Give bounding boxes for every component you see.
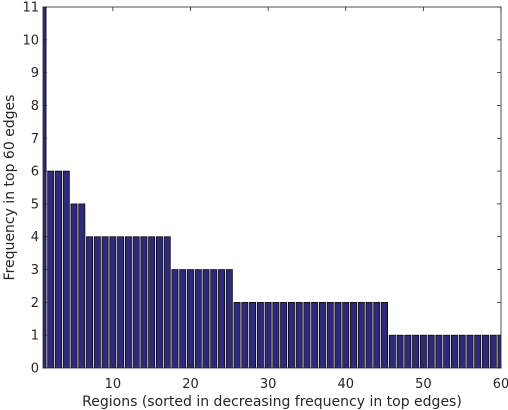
- bar-33: [287, 302, 295, 368]
- bar-12: [124, 236, 132, 368]
- bar-13: [132, 236, 140, 368]
- ticks-group: 0 1 2 3 4 5 6 7 8 9 10 11 10 20 30 40 50 60: [22, 1, 508, 393]
- y-tick-label: 11: [22, 1, 39, 16]
- y-tick-label: 8: [31, 99, 39, 114]
- y-tick-label: 0: [31, 362, 39, 377]
- x-tick-label: 40: [337, 377, 354, 392]
- y-tick-label: 5: [31, 197, 39, 212]
- y-tick-label: 9: [31, 66, 39, 81]
- bar-36: [311, 302, 319, 368]
- x-tick-label: 30: [260, 377, 277, 392]
- bar-47: [396, 334, 404, 368]
- bar-31: [272, 302, 280, 368]
- bar-4: [62, 170, 70, 368]
- x-tick-label: 50: [415, 377, 432, 392]
- bar-38: [326, 302, 334, 368]
- bar-14: [140, 236, 148, 368]
- bar-58: [482, 334, 489, 368]
- bar-5: [70, 203, 78, 368]
- bar-7: [86, 236, 94, 368]
- bar-21: [194, 269, 202, 368]
- bar-28: [249, 302, 257, 368]
- bar-44: [373, 302, 381, 368]
- bar-20: [187, 269, 194, 368]
- bar-8: [93, 236, 101, 368]
- bar-2: [47, 170, 55, 368]
- bar-25: [225, 269, 233, 368]
- x-axis-label: Regions (sorted in decreasing frequency …: [82, 394, 462, 410]
- y-axis-label: Frequency in top 60 edges: [2, 95, 18, 281]
- x-tick-label: 10: [105, 377, 122, 392]
- y-tick-label: 1: [31, 329, 39, 344]
- y-tick-label: 2: [31, 296, 39, 311]
- bar-56: [466, 334, 474, 368]
- bar-43: [365, 302, 373, 368]
- bar-57: [474, 334, 482, 368]
- bar-49: [412, 334, 420, 368]
- bar-46: [388, 334, 396, 368]
- axes-box: [42, 6, 502, 369]
- bar-42: [357, 302, 365, 368]
- bar-19: [179, 269, 187, 368]
- y-tick-label: 7: [31, 132, 39, 147]
- bar-3: [55, 170, 62, 368]
- bar-51: [427, 334, 435, 368]
- y-tick-label: 6: [31, 165, 39, 180]
- bar-34: [295, 302, 303, 368]
- bar-17: [163, 236, 171, 368]
- y-tick-label: 3: [31, 263, 39, 278]
- bar-40: [342, 302, 350, 368]
- bar-37: [319, 302, 326, 368]
- bar-30: [264, 302, 272, 368]
- bar-6: [78, 203, 86, 368]
- bar-18: [171, 269, 179, 368]
- bar-29: [256, 302, 264, 368]
- y-tick-label: 10: [22, 33, 39, 48]
- bar-48: [404, 334, 412, 368]
- bar-32: [280, 302, 288, 368]
- bar-59: [489, 334, 497, 368]
- x-tick-label: 20: [182, 377, 199, 392]
- bar-41: [350, 302, 357, 368]
- bar-45: [381, 302, 389, 368]
- bar-35: [303, 302, 311, 368]
- bar-23: [210, 269, 218, 368]
- y-tick-label: 4: [31, 230, 39, 245]
- bar-9: [101, 236, 109, 368]
- bar-54: [450, 334, 458, 368]
- bar-39: [334, 302, 342, 368]
- bar-22: [202, 269, 210, 368]
- bar-53: [443, 334, 451, 368]
- x-tick-label: 60: [493, 377, 508, 392]
- bar-27: [241, 302, 249, 368]
- bar-50: [419, 334, 427, 368]
- bar-55: [458, 334, 466, 368]
- bar-24: [218, 269, 226, 368]
- bar-52: [435, 334, 443, 368]
- bars-group: [43, 7, 501, 368]
- bar-11: [117, 236, 125, 368]
- bar-15: [148, 236, 156, 368]
- bar-26: [233, 302, 241, 368]
- bar-1: [43, 7, 47, 368]
- bar-16: [155, 236, 163, 368]
- bar-10: [109, 236, 117, 368]
